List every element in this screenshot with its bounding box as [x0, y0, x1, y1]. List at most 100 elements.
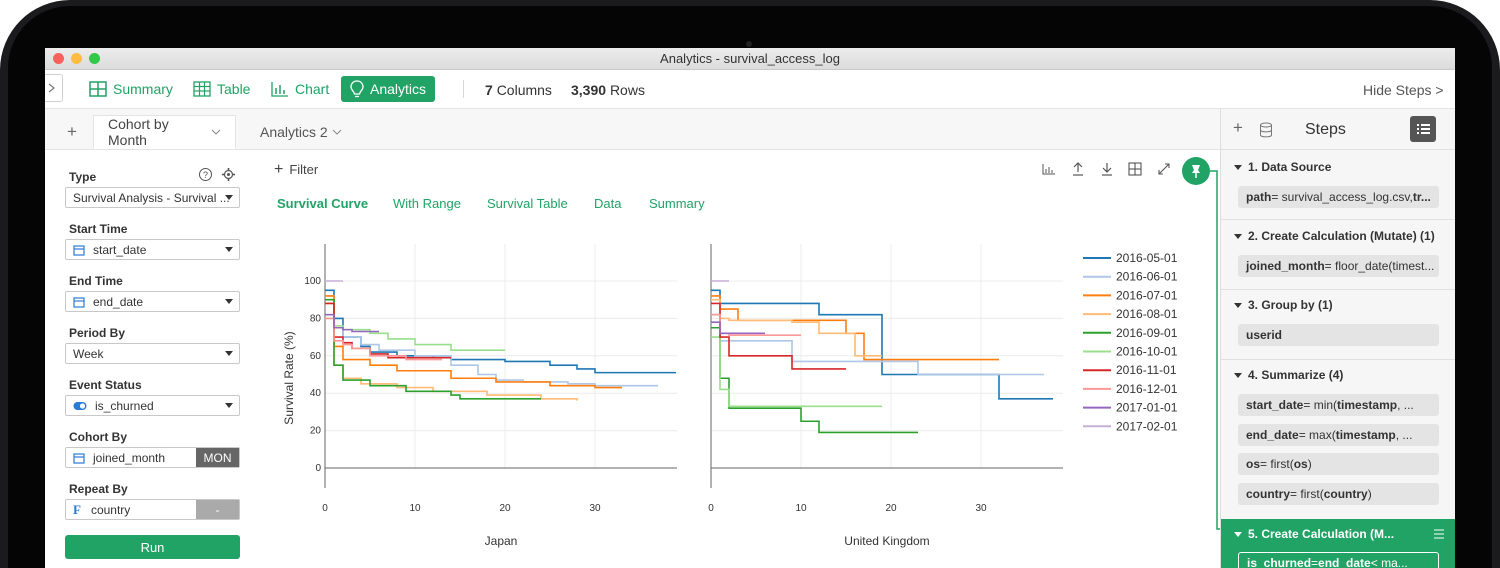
toolbar-divider	[463, 80, 464, 98]
pill-end: , ...	[1395, 428, 1413, 442]
step-5-active[interactable]: 5. Create Calculation (M... is_churned =…	[1221, 519, 1455, 568]
y-tick-label: 40	[310, 388, 322, 399]
list-icon	[1417, 124, 1430, 134]
steps-title: Steps	[1305, 121, 1346, 138]
camera-dot	[746, 41, 752, 47]
step-5-header[interactable]: 5. Create Calculation (M...	[1234, 527, 1394, 541]
step-3-header[interactable]: 3. Group by (1)	[1234, 298, 1333, 312]
step-2-header[interactable]: 2. Create Calculation (Mutate) (1)	[1234, 229, 1435, 243]
subtab-data[interactable]: Data	[594, 196, 622, 211]
zoom-window-button[interactable]	[89, 53, 100, 64]
series-line-2016-09-01	[711, 326, 918, 434]
grid-layout-icon[interactable]	[1127, 161, 1143, 177]
gear-icon[interactable]	[221, 167, 236, 182]
period-by-label: Period By	[69, 326, 126, 340]
x-tick-label: 30	[589, 503, 601, 514]
tab-analytics-2[interactable]: Analytics 2	[260, 115, 343, 149]
step-3-command[interactable]: userid	[1238, 324, 1439, 346]
pill-text: =	[1311, 556, 1319, 568]
step-4-command[interactable]: os = first(os)	[1238, 453, 1439, 475]
bar-chart-icon	[271, 82, 288, 97]
summary-view-button[interactable]: Summary	[89, 76, 173, 102]
repeat-by-select[interactable]: F country -	[65, 499, 240, 520]
cohort-unit-tag[interactable]: MON	[196, 448, 239, 467]
cohort-by-select[interactable]: joined_month MON	[65, 447, 240, 468]
step-5-title: 5. Create Calculation (M...	[1248, 527, 1395, 541]
caret-down-icon	[1234, 233, 1242, 239]
subtab-survival-table[interactable]: Survival Table	[487, 196, 568, 211]
menu-icon[interactable]	[1433, 528, 1445, 540]
pill-arg: tr...	[1412, 190, 1431, 204]
analytics-view-label: Analytics	[370, 81, 427, 97]
series-line-2016-12-01	[325, 317, 442, 361]
download-icon[interactable]	[1099, 161, 1115, 177]
expand-icon[interactable]	[1156, 161, 1172, 177]
steps-list-toggle[interactable]	[1410, 116, 1436, 142]
series-line-2016-07-01	[325, 295, 622, 389]
subtab-survival-curve[interactable]: Survival Curve	[277, 196, 369, 211]
summary-icon	[89, 81, 107, 97]
close-window-button[interactable]	[53, 53, 64, 64]
filter-button[interactable]: + Filter	[274, 161, 318, 179]
analytics-view-button[interactable]: Analytics	[341, 76, 436, 102]
step-4-header[interactable]: 4. Summarize (4)	[1234, 368, 1343, 382]
table-view-button[interactable]: Table	[193, 76, 250, 102]
pill-arg: os	[1293, 457, 1308, 471]
end-time-select[interactable]: end_date	[65, 291, 240, 312]
step-1-title: 1. Data Source	[1248, 160, 1332, 174]
repeat-unit-tag[interactable]: -	[196, 500, 239, 519]
step-2-title: 2. Create Calculation (Mutate) (1)	[1248, 229, 1435, 243]
x-tick-label: 0	[708, 503, 714, 514]
help-icon[interactable]: ?	[198, 167, 213, 182]
step-5-command[interactable]: is_churned = end_date < ma...	[1238, 552, 1439, 568]
minimize-window-button[interactable]	[71, 53, 82, 64]
event-status-select[interactable]: is_churned	[65, 395, 240, 416]
step-4-command[interactable]: country = first(country)	[1238, 483, 1439, 505]
caret-down-icon	[1234, 372, 1242, 378]
app-window: Analytics - survival_access_log Summary …	[45, 48, 1455, 568]
pill-end: , ...	[1397, 398, 1414, 412]
x-tick-label: 30	[975, 503, 987, 514]
svg-text:?: ?	[203, 170, 208, 180]
table-view-label: Table	[217, 81, 251, 97]
pill-text: = first(	[1290, 487, 1324, 501]
chart-view-button[interactable]: Chart	[271, 76, 329, 102]
step-4-command[interactable]: end_date = max(timestamp, ...	[1238, 424, 1439, 446]
x-tick-label: 10	[409, 503, 421, 514]
subtab-with-range[interactable]: With Range	[393, 196, 461, 211]
pill-text: = min(	[1303, 398, 1338, 412]
steps-panel: + Steps 1. Data Source path = survival_a…	[1220, 109, 1455, 568]
add-step-button[interactable]: +	[1233, 118, 1243, 137]
toggle-icon	[73, 401, 87, 410]
legend-label: 2017-01-01	[1116, 401, 1178, 415]
caret-down-icon	[1234, 302, 1242, 308]
database-icon[interactable]	[1259, 122, 1273, 138]
y-tick-label: 20	[310, 426, 322, 437]
period-by-select[interactable]: Week	[65, 343, 240, 364]
chart-view-label: Chart	[295, 81, 330, 97]
series-line-2016-08-01	[711, 298, 882, 357]
step-1-header[interactable]: 1. Data Source	[1234, 160, 1331, 174]
step-3-title: 3. Group by (1)	[1248, 298, 1333, 312]
series-line-2016-10-01	[325, 317, 505, 351]
subtab-summary[interactable]: Summary	[649, 196, 705, 211]
pill-key: is_churned	[1247, 556, 1312, 568]
step-2-command[interactable]: joined_month = floor_date(timest...	[1238, 255, 1439, 277]
chart-type-icon[interactable]	[1041, 161, 1057, 177]
pill-text: = first(	[1260, 457, 1294, 471]
hide-steps-link[interactable]: Hide Steps >	[1363, 82, 1444, 98]
tab-cohort-by-month[interactable]: Cohort by Month	[93, 115, 236, 149]
pin-button[interactable]	[1182, 157, 1210, 185]
upload-icon[interactable]	[1070, 161, 1086, 177]
add-tab-button[interactable]: +	[67, 122, 77, 141]
period-by-value: Week	[73, 346, 104, 361]
pill-end: )	[1307, 457, 1312, 471]
type-select[interactable]: Survival Analysis - Survival ...	[65, 187, 240, 208]
step-4-command[interactable]: start_date = min(timestamp, ...	[1238, 394, 1439, 416]
step-1-command[interactable]: path = survival_access_log.csv, tr...	[1238, 186, 1439, 208]
pill-arg: timestamp	[1335, 428, 1396, 442]
run-button[interactable]: Run	[65, 535, 240, 559]
expand-panel-button[interactable]	[45, 74, 63, 102]
start-time-select[interactable]: start_date	[65, 239, 240, 260]
survival-curve-chart: Survival Rate (%)0 10 20 30020406080100Japa…	[282, 244, 1178, 548]
